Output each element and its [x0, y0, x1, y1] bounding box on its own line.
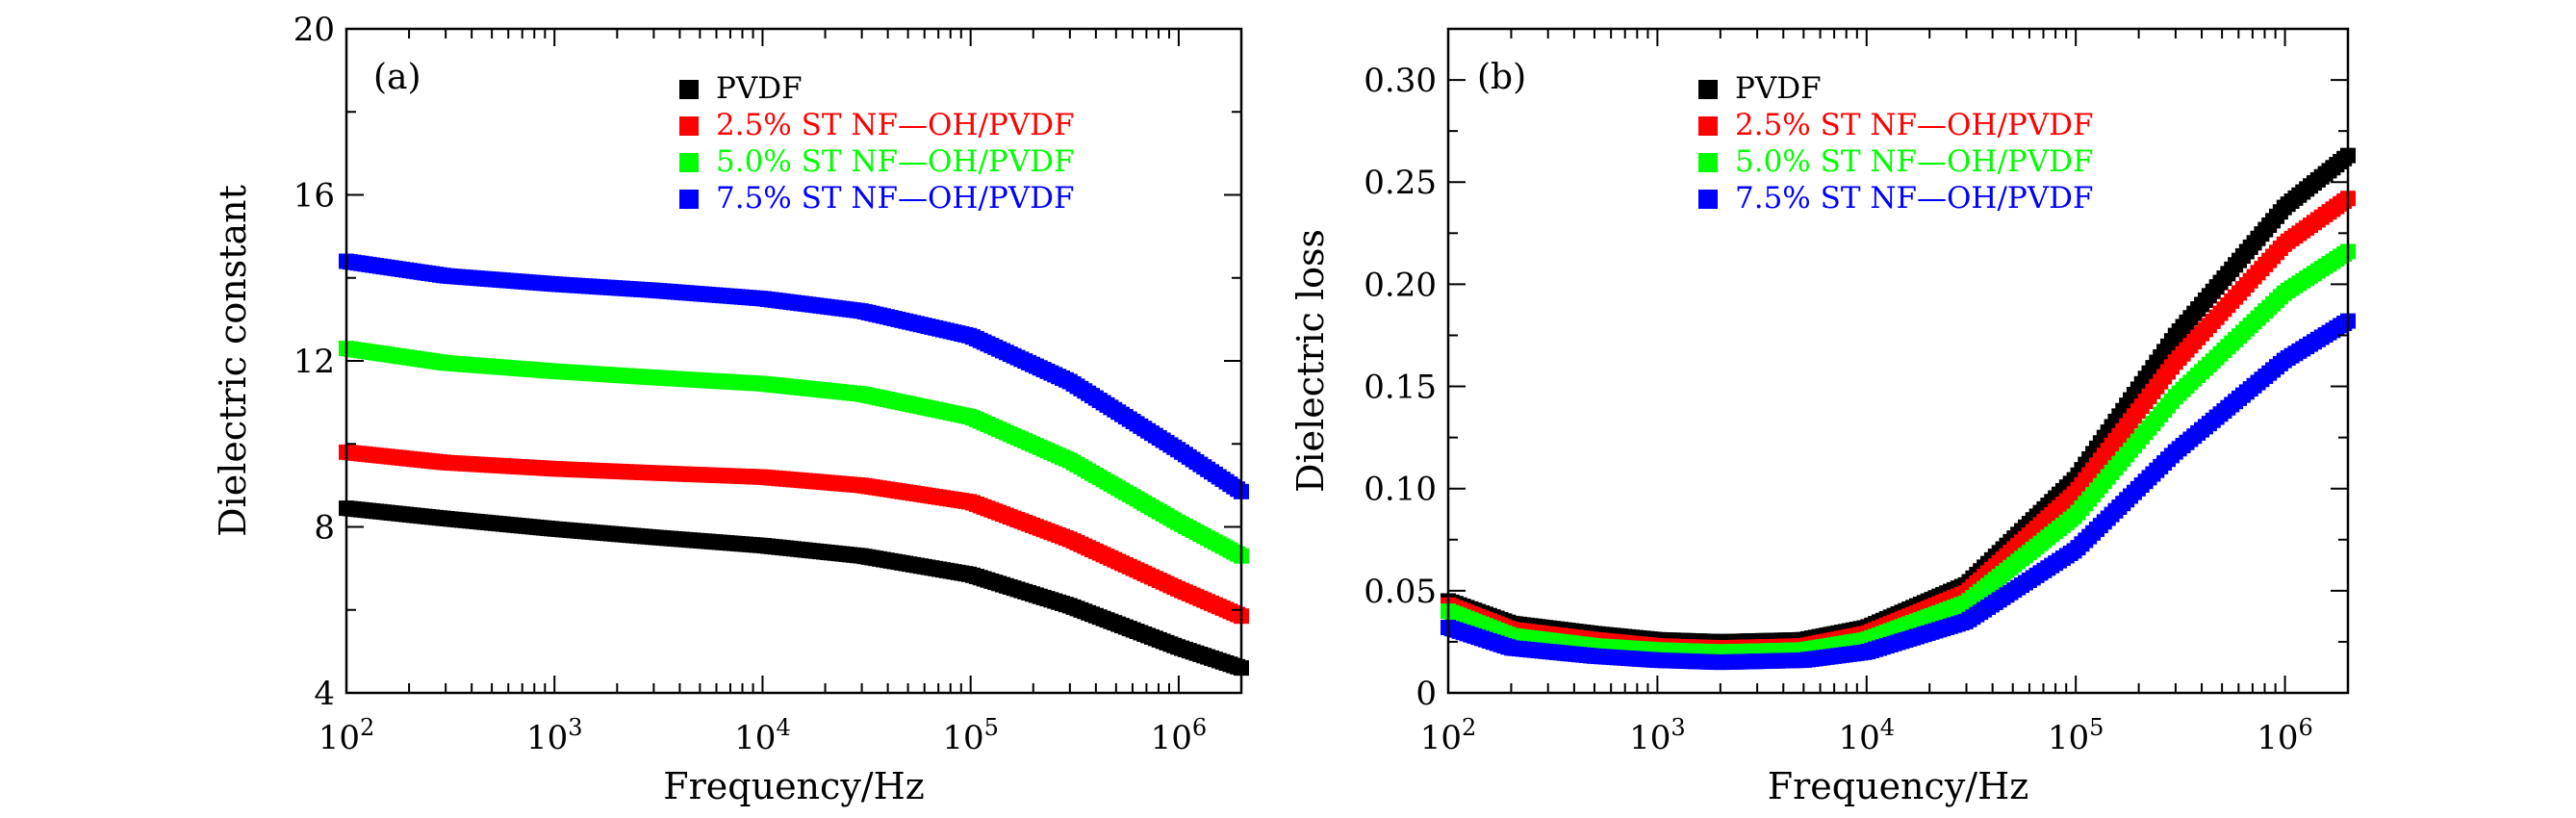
x-tick-label: 104: [734, 714, 791, 757]
series-1: [339, 444, 1249, 625]
panel-label: (a): [373, 58, 421, 97]
chart-panel-b: 102 103 104 105 106 0 0.05 0.10 0.15 0.20 0.25 0.30…: [1289, 27, 2356, 807]
y-tick-label: 0: [1416, 675, 1437, 713]
series-2: [1441, 243, 2356, 660]
x-tick-label: 103: [1629, 714, 1686, 757]
x-tick-label: 106: [2257, 714, 2313, 757]
legend-label: 7.5% ST NF—OH/PVDF: [1735, 181, 2094, 216]
legend-marker: [1698, 116, 1718, 136]
y-tick-label: 0.20: [1364, 266, 1437, 304]
legend-marker: [679, 80, 699, 99]
x-tick-label: 103: [526, 714, 583, 757]
x-tick-label: 102: [1420, 714, 1477, 757]
axes-frame: [1446, 27, 2350, 695]
series-0: [1441, 147, 2356, 650]
y-tick-label: 0.05: [1364, 573, 1437, 611]
legend-label: 5.0% ST NF—OH/PVDF: [1735, 144, 2094, 179]
legend-label: 2.5% ST NF—OH/PVDF: [1735, 108, 2094, 142]
series-3: [1441, 313, 2356, 671]
x-tick-label: 104: [1839, 714, 1896, 757]
legend-label: 2.5% ST NF—OH/PVDF: [716, 108, 1075, 142]
legend-label: 5.0% ST NF—OH/PVDF: [716, 144, 1075, 179]
y-tick-label: 0.10: [1364, 471, 1437, 509]
panel-label: (b): [1477, 58, 1526, 97]
x-tick-label: 105: [942, 714, 999, 757]
legend-marker: [679, 190, 699, 209]
x-axis-title: Frequency/Hz: [663, 765, 925, 807]
legend-label: PVDF: [1735, 71, 1822, 106]
legend-label: 7.5% ST NF—OH/PVDF: [716, 181, 1075, 216]
legend-marker: [1698, 80, 1718, 99]
y-tick-label: 0.25: [1364, 164, 1437, 202]
x-axis-title: Frequency/Hz: [1768, 765, 2029, 807]
y-tick-label: 12: [293, 343, 335, 381]
chart-panel-a: 102 103 104 105 106 4 8 12 16 20 Frequency/Hz Diele…: [212, 11, 1249, 807]
x-tick-label: 106: [1151, 714, 1208, 757]
legend-label: PVDF: [716, 71, 803, 106]
series-0: [339, 500, 1249, 677]
y-tick-label: 16: [293, 177, 335, 216]
x-tick-label: 102: [319, 714, 375, 757]
y-tick-label: 8: [314, 509, 335, 548]
series-3: [339, 253, 1249, 499]
y-tick-label: 4: [314, 675, 335, 713]
y-tick-label: 0.15: [1364, 369, 1437, 407]
y-tick-label: 0.30: [1364, 62, 1437, 100]
legend-marker: [1698, 153, 1718, 172]
legend-marker: [1698, 190, 1718, 209]
legend-marker: [679, 116, 699, 136]
series-2: [339, 341, 1249, 564]
legend-marker: [679, 153, 699, 172]
y-axis-title: Dielectric loss: [1289, 229, 1332, 493]
y-tick-label: 20: [293, 11, 335, 49]
y-axis-title: Dielectric constant: [212, 185, 254, 537]
x-tick-label: 105: [2048, 714, 2104, 757]
